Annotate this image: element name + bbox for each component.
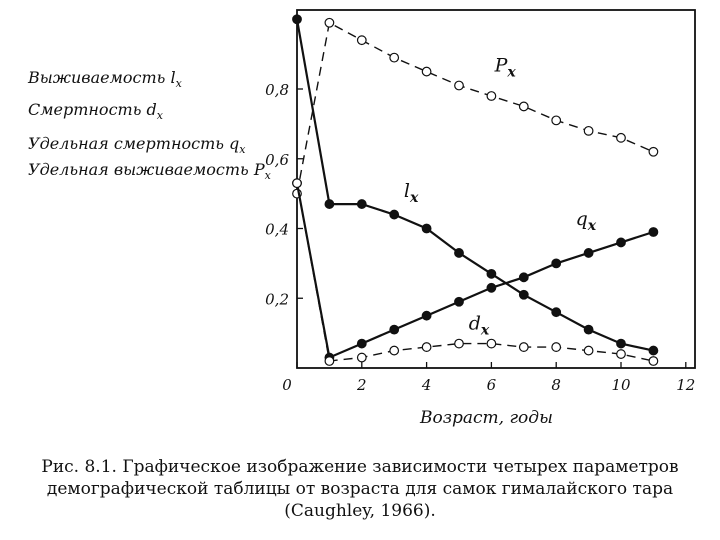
point-Px-4 — [421, 66, 432, 77]
point-Px-3 — [389, 52, 400, 63]
point-dx-9 — [583, 345, 594, 356]
x-tick-label-4: 8 — [551, 376, 561, 394]
x-tick-label-6: 12 — [676, 376, 695, 394]
series-layer — [292, 14, 659, 366]
point-lx-9 — [583, 324, 594, 335]
point-Px-8 — [551, 115, 562, 126]
point-lx-2 — [356, 199, 367, 209]
point-dx-1 — [324, 356, 335, 366]
point-qx-11 — [648, 227, 659, 237]
point-dx-10 — [616, 349, 626, 359]
point-Px-10 — [616, 132, 626, 143]
point-qx-7 — [518, 272, 529, 283]
point-lx-0 — [292, 14, 302, 25]
point-qx-9 — [583, 248, 594, 258]
point-lx-11 — [648, 345, 659, 356]
x-axis-title: Возраст, годы — [420, 408, 553, 428]
x-tick-label-3: 6 — [487, 376, 497, 394]
point-qx-8 — [551, 258, 562, 269]
point-dx-7 — [518, 342, 529, 352]
point-qx-4 — [421, 310, 432, 321]
point-dx-3 — [389, 345, 400, 356]
x-tick-label-0: 0 — [282, 376, 292, 394]
curve-label-sub: x — [506, 65, 516, 81]
curve-label-var: d — [469, 313, 481, 335]
y-tick-label-0: 0,2 — [265, 290, 289, 308]
series-line-lx — [295, 19, 654, 352]
point-dx-0 — [292, 178, 302, 189]
curve-label-P: Px — [494, 55, 517, 81]
x-tick-label-1: 2 — [356, 376, 367, 394]
axes: 0 2 4 6 8 10 12 0,2 0,4 0,6 0,8 — [265, 9, 696, 394]
point-dx-11 — [648, 356, 659, 366]
curve-label-var: l — [404, 180, 410, 202]
point-qx-2 — [356, 338, 367, 349]
caption-line-1: Рис. 8.1. Графическое изображение зависи… — [41, 457, 679, 477]
legend-survival: Выживаемость lx — [28, 68, 182, 90]
legend-mortality: Смертность dx — [28, 100, 163, 122]
x-tick-label-5: 10 — [611, 376, 631, 394]
curve-label-sub: x — [409, 190, 419, 206]
curve-label-d: dx — [469, 313, 490, 339]
point-qx-5 — [454, 296, 464, 307]
curve-label-var: q — [576, 208, 588, 230]
point-Px-2 — [356, 35, 367, 46]
curve-label-var: P — [494, 55, 509, 77]
curve-label-q: qx — [576, 208, 597, 234]
point-Px-9 — [583, 125, 594, 136]
point-Px-1 — [324, 17, 335, 28]
point-dx-6 — [486, 338, 497, 349]
point-dx-2 — [356, 352, 367, 363]
point-lx-10 — [616, 338, 626, 349]
y-tick-label-3: 0,8 — [265, 81, 289, 99]
point-lx-6 — [486, 268, 497, 279]
point-Px-6 — [486, 91, 497, 101]
x-tick-label-2: 4 — [421, 376, 432, 394]
point-Px-11 — [648, 146, 659, 157]
legend-specific-survival: Удельная выживаемость Px — [28, 160, 271, 182]
caption-line-2: демографической таблицы от возраста для … — [46, 479, 674, 499]
point-qx-10 — [616, 237, 626, 248]
point-lx-4 — [421, 223, 432, 234]
figure-caption: Рис. 8.1. Графическое изображение зависи… — [0, 456, 720, 522]
point-dx-4 — [421, 342, 432, 352]
point-lx-1 — [324, 199, 335, 209]
series-line-Px — [296, 21, 654, 194]
point-Px-7 — [518, 101, 529, 112]
point-lx-5 — [454, 248, 464, 258]
caption-line-3: (Caughley, 1966). — [284, 501, 436, 521]
point-Px-5 — [454, 80, 464, 91]
legend-specific-mortality: Удельная смертность qx — [28, 134, 246, 156]
point-lx-7 — [518, 289, 529, 300]
curve-label-sub: x — [480, 323, 490, 339]
series-line-qx — [295, 182, 654, 360]
point-lx-3 — [389, 209, 400, 220]
y-tick-label-1: 0,4 — [265, 221, 289, 239]
y-tick-label-2: 0,6 — [265, 151, 289, 169]
point-dx-8 — [551, 342, 562, 352]
point-lx-8 — [551, 307, 562, 318]
point-dx-5 — [454, 338, 464, 349]
curve-label-sub: x — [587, 218, 597, 234]
curve-label-l: lx — [404, 180, 419, 206]
point-qx-3 — [389, 324, 400, 335]
point-qx-6 — [486, 282, 497, 293]
